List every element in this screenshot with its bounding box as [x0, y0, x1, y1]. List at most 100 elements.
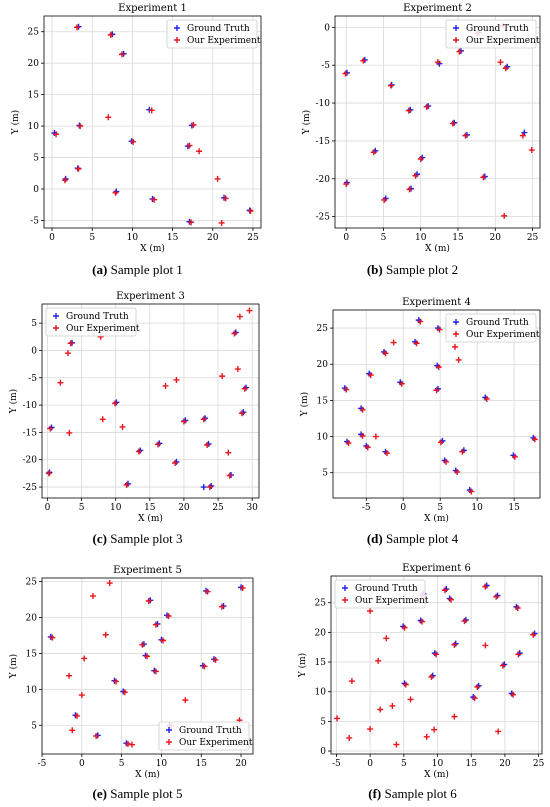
legend-label-ground-truth: Ground Truth [466, 24, 529, 34]
x-tick-label: 5 [381, 233, 387, 243]
plot-frame [334, 15, 541, 229]
experiment-point [389, 702, 396, 709]
legend-box [445, 19, 537, 49]
experiment-point [502, 65, 509, 72]
x-tick-label: 15 [196, 759, 208, 769]
caption-letter: (d) [366, 531, 383, 546]
experiment-point [130, 138, 137, 145]
ground-truth-point [48, 424, 55, 431]
legend-marker-ground-truth [342, 585, 348, 591]
ground-truth-point [113, 399, 120, 406]
legend-marker-experiment [166, 739, 172, 745]
experiment-point [180, 418, 187, 425]
experiment-point [461, 618, 468, 625]
x-tick-label: 0 [367, 759, 373, 769]
legend-label-ground-truth: Ground Truth [187, 24, 250, 34]
experiment-point [128, 741, 135, 748]
caption-text: Sample plot 2 [382, 262, 459, 277]
x-tick-label: 5 [79, 503, 85, 513]
plot-frame [43, 15, 262, 229]
experiment-point [77, 123, 84, 130]
experiment-point [367, 608, 374, 615]
y-tick-label: -15 [316, 137, 331, 147]
experiment-point [231, 330, 238, 337]
experiment-point [172, 460, 179, 467]
experiment-point [381, 196, 388, 203]
experiment-point [482, 642, 489, 649]
experiment-point [423, 733, 430, 740]
experiment-point [382, 350, 389, 357]
x-tick-label: 10 [156, 759, 168, 769]
experiment-point [75, 165, 82, 172]
y-tick-label: 5 [31, 319, 37, 329]
y-tick-label: 5 [320, 717, 326, 727]
experiment-point [144, 653, 151, 660]
experiment-point [499, 662, 506, 669]
legend: Ground Truth Our Experiment [45, 307, 140, 337]
scatter-chart: -5 0 5 10 15 5 10 15 20 25 Experiment 4 X (m) Y (m) G… [299, 297, 541, 524]
chart-title: Experiment 1 [118, 3, 187, 14]
experiment-point [459, 448, 466, 455]
y-tick-label: 15 [28, 91, 40, 101]
x-tick-label: 15 [452, 233, 464, 243]
ground-truth-point [232, 329, 239, 336]
y-axis-label: Y (m) [301, 110, 312, 135]
ground-truth-point [494, 592, 501, 599]
ground-truth-point [400, 623, 407, 630]
experiment-point [105, 114, 112, 121]
x-axis-label: X (m) [425, 243, 450, 254]
legend: Ground Truth Our Experiment [445, 19, 540, 49]
ground-truth-point [475, 682, 482, 689]
y-tick-label: 20 [315, 628, 327, 638]
experiment-point [398, 380, 405, 387]
ground-truth-point [429, 672, 436, 679]
experiment-point [234, 366, 241, 373]
experiment-point [367, 372, 374, 379]
y-tick-label: 15 [26, 649, 38, 659]
experiment-point [343, 386, 350, 393]
ground-truth-point [240, 409, 247, 416]
experiment-point [370, 149, 377, 156]
y-tick-label: 20 [28, 59, 40, 69]
experiment-point [188, 219, 195, 226]
ground-truth-point [137, 447, 144, 454]
experiment-point [372, 433, 379, 440]
experiment-point [407, 696, 414, 703]
legend-marker-experiment [174, 37, 180, 43]
scatter-chart: 0 5 10 15 20 25 30 -25 -20 -15 -10 -5 0 5 Experiment 3… [8, 291, 260, 524]
ground-truth-point [124, 480, 131, 487]
experiment-point [447, 596, 454, 603]
plot-frame [41, 577, 254, 755]
experiment-point [360, 57, 367, 64]
experiment-point [413, 340, 420, 347]
experiment-point [121, 689, 128, 696]
experiment-point [214, 175, 221, 182]
y-tick-label: -5 [30, 216, 39, 226]
experiment-point [135, 448, 142, 455]
ground-truth-point [516, 650, 523, 657]
y-tick-label: -10 [23, 401, 38, 411]
experiment-point [145, 597, 152, 604]
legend-box [445, 313, 537, 343]
x-axis-label: X (m) [135, 769, 160, 780]
legend: Ground Truth Our Experiment [158, 721, 253, 751]
experiment-point [218, 219, 225, 226]
y-tick-label: 25 [28, 28, 40, 38]
experiment-point [238, 410, 245, 417]
x-tick-label: 10 [110, 503, 122, 513]
experiment-point [222, 195, 229, 202]
caption-text: Sample plot 1 [107, 262, 183, 277]
experiment-point [417, 156, 424, 163]
experiment-point [49, 634, 56, 641]
caption-text: Sample plot 5 [106, 786, 183, 801]
legend-label-experiment: Our Experiment [355, 596, 429, 606]
legend-box [158, 721, 250, 751]
experiment-point [482, 583, 489, 590]
y-axis-label: Y (m) [297, 653, 308, 678]
ground-truth-point [443, 586, 450, 593]
x-tick-label: 10 [415, 233, 427, 243]
experiment-point [402, 681, 409, 688]
x-tick-label: 30 [246, 503, 258, 513]
experiment-point [393, 741, 400, 748]
